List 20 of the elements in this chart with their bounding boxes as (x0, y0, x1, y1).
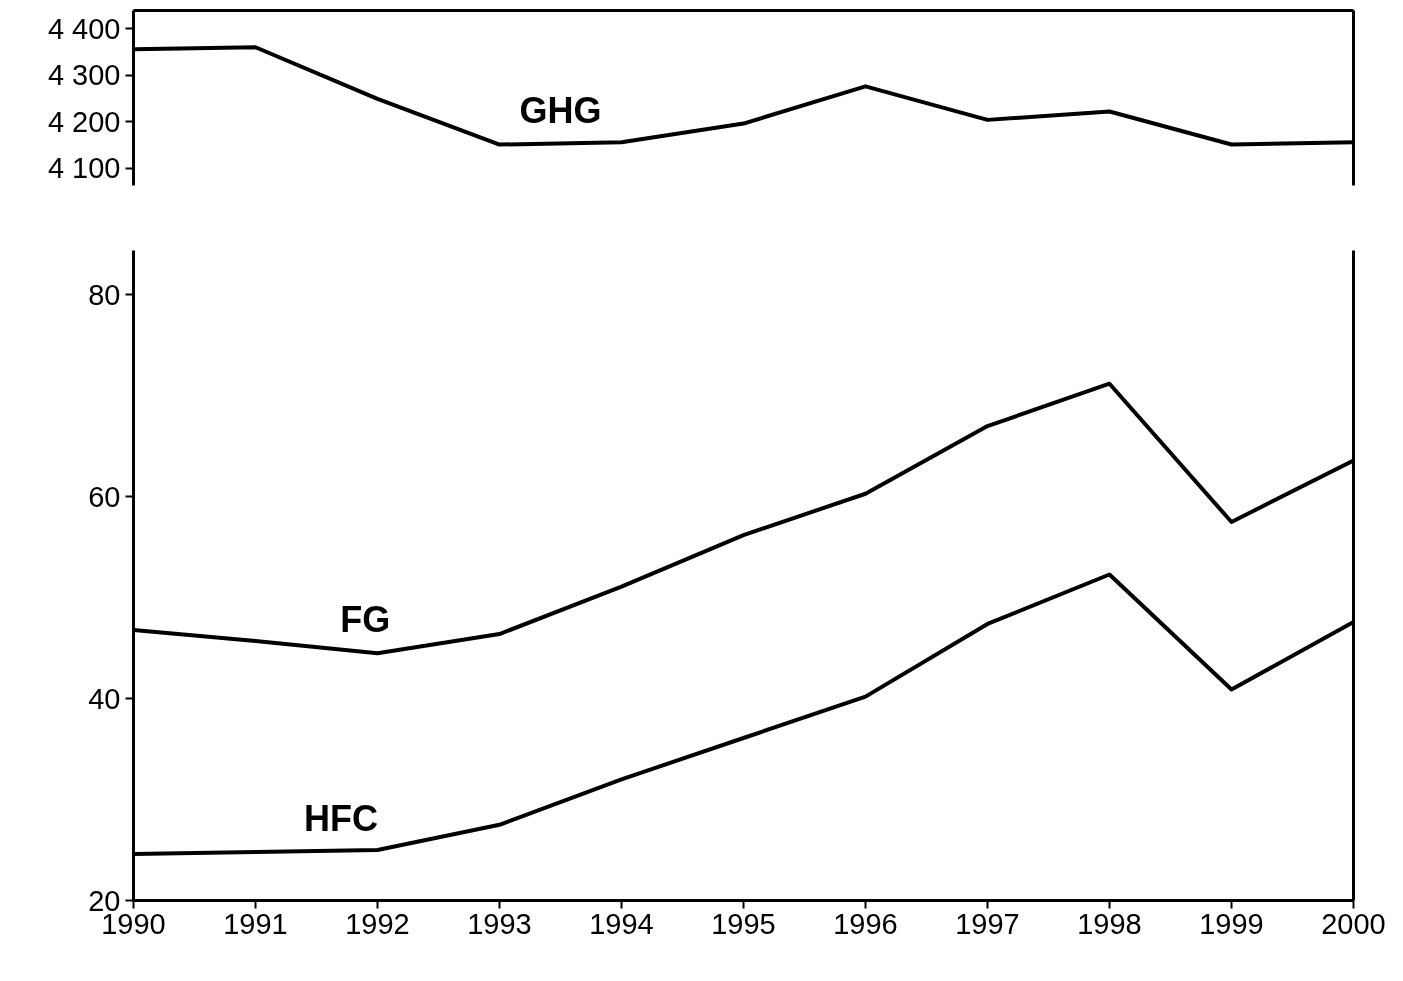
y-tick-label: 80 (88, 278, 121, 311)
y-tick-label: 4 300 (47, 59, 121, 92)
series-label: GHG (519, 90, 602, 132)
x-tick-label: 1999 (1199, 907, 1264, 940)
series-label: HFC (303, 797, 378, 839)
series-label: FG (340, 599, 391, 641)
y-tick-label: 4 200 (47, 105, 121, 138)
y-tick-label: 60 (88, 480, 121, 513)
x-tick-label: 1996 (833, 907, 898, 940)
x-tick-label: 1997 (955, 907, 1020, 940)
y-tick-label: 4 100 (47, 152, 121, 185)
x-tick-label: 1995 (711, 907, 776, 940)
y-tick-label: 4 400 (47, 12, 121, 45)
x-tick-label: 1992 (345, 907, 410, 940)
y-tick-label: 40 (88, 682, 121, 715)
x-tick-label: 2000 (1321, 907, 1386, 940)
x-tick-label: 1998 (1077, 907, 1142, 940)
x-tick-label: 1993 (467, 907, 532, 940)
x-tick-label: 1991 (223, 907, 288, 940)
x-tick-label: 1994 (589, 907, 654, 940)
